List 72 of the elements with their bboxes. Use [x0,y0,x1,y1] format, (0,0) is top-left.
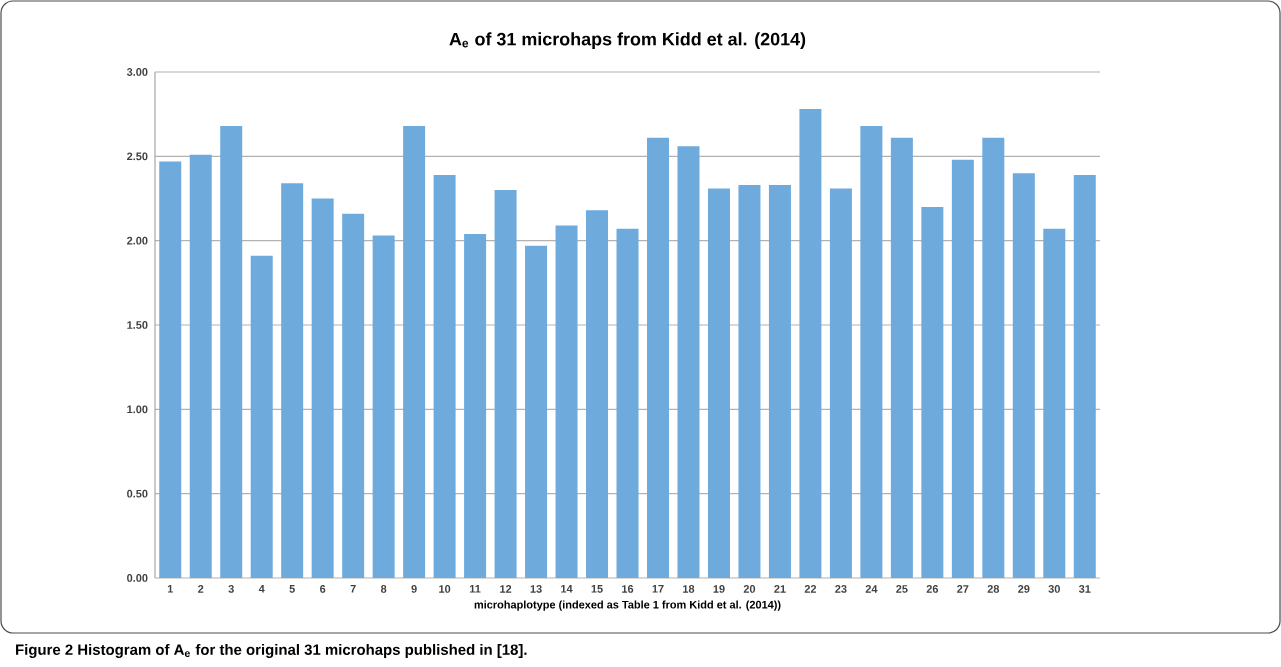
x-tick-label: 25 [896,585,908,593]
bar [342,213,365,578]
x-tick-label: 10 [439,585,451,593]
x-tick-label: 7 [350,585,356,593]
x-tick-label: 18 [683,585,695,593]
text: Figure 2 Histogram of A$_{e}$ for the original 31 microhaps published in [18]. [16,644,527,658]
bar [433,174,456,578]
bar [403,125,426,578]
x-tick-label: 17 [652,585,664,593]
bar [311,198,334,578]
x-tick-label: 19 [713,585,725,593]
bar [707,188,730,578]
bar [860,125,883,578]
x-tick-label: 6 [320,585,326,593]
bar [616,228,639,578]
x-tick-label: 16 [622,585,634,593]
chart-title: A$_{e}$ of 31 microhaps from Kidd et al. (2014) [449,32,806,49]
y-tick-label: 0.50 [127,489,148,498]
x-tick-label: 11 [469,585,481,593]
bar [738,185,761,578]
y-tick-label: 1.00 [127,405,148,414]
bar [982,137,1005,578]
bar [951,159,974,578]
x-tick-label: 30 [1048,585,1060,593]
x-axis-title: microhaplotype (indexed as Table 1 from Kidd et al. (2014)) [474,600,781,611]
bar [189,154,212,578]
bar [646,137,669,578]
x-tick-label: 1 [167,585,173,593]
bar [1012,173,1035,578]
x-tick-label: 5 [289,585,295,593]
x-tick-label: 14 [561,585,573,593]
x-tick-label: 22 [804,585,817,593]
bar [250,255,273,578]
x-tick-label: 2 [198,585,204,593]
bar [586,210,609,578]
x-tick-label: 26 [926,585,939,593]
bar [464,233,487,578]
x-tick-label: 24 [865,585,878,593]
bar [281,183,304,578]
bar [494,190,517,578]
x-tick-label: 28 [987,585,1000,593]
bar [159,161,182,578]
bar [555,225,578,578]
bar [1073,174,1096,578]
x-tick-label: 21 [774,585,786,593]
x-tick-label: 4 [258,585,265,593]
x-tick-label: 13 [530,585,542,593]
bar [1043,228,1066,578]
y-tick-label: 2.50 [127,152,148,161]
bar [890,137,913,578]
bar [372,235,395,578]
bar [829,188,852,578]
bar [677,146,700,578]
bar [921,206,944,578]
bar [220,125,243,578]
x-tick-label: 15 [591,585,603,593]
x-tick-label: 31 [1078,585,1091,593]
x-tick-label: 9 [411,585,417,593]
bar [768,185,791,578]
y-tick-label: 3.00 [126,68,148,76]
y-tick-label: 1.50 [127,321,148,329]
x-tick-label: 3 [228,585,234,593]
y-tick-label: 0.00 [127,574,148,582]
x-tick-label: 8 [380,585,387,593]
bar [799,109,822,578]
x-tick-label: 20 [743,585,756,593]
x-tick-label: 27 [957,585,969,593]
bar [525,245,548,578]
y-tick-label: 2.00 [127,236,148,245]
x-tick-label: 23 [835,585,847,593]
x-tick-label: 12 [500,585,512,593]
x-tick-label: 29 [1018,585,1030,593]
